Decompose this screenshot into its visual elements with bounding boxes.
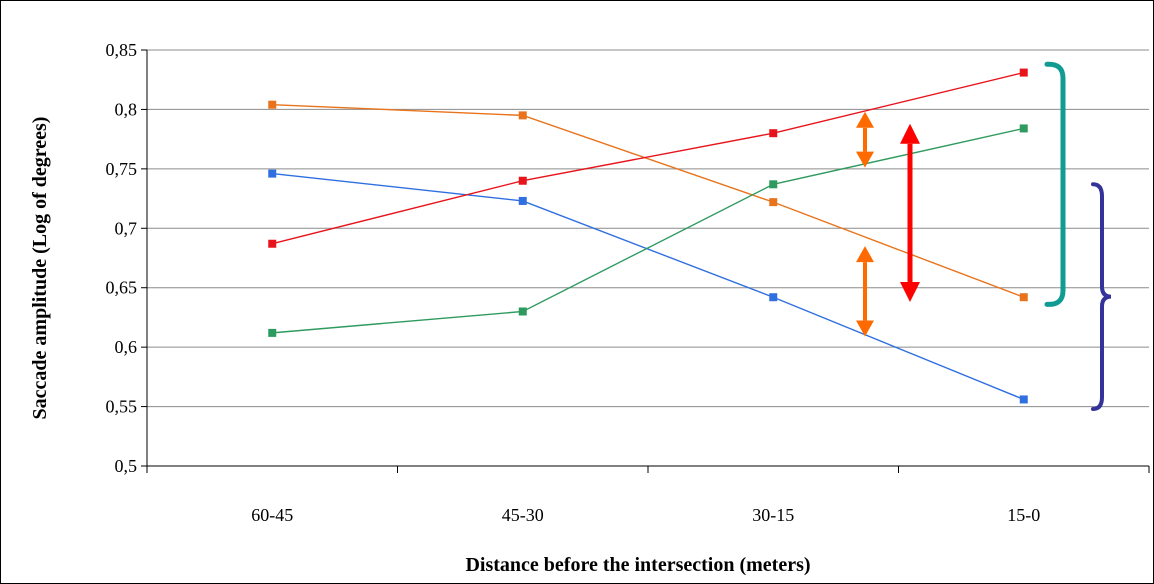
data-point: [519, 307, 527, 315]
y-tick-label: 0,6: [115, 337, 138, 357]
teal-bracket: [1047, 64, 1063, 304]
data-point: [268, 240, 276, 248]
x-tick-label: 15-0: [1007, 505, 1040, 525]
y-tick-label: 0,85: [106, 40, 138, 60]
y-tick-labels: 0,5 0,55 0,6 0,65 0,7 0,75 0,8 0,85: [106, 40, 138, 476]
arrow-head: [856, 112, 874, 128]
data-point: [519, 197, 527, 205]
y-axis-title: Saccade amplitude (Log of degrees): [29, 117, 51, 420]
data-point: [769, 129, 777, 137]
data-point: [1020, 69, 1028, 77]
purple-brace: [1093, 184, 1111, 409]
x-tick-label: 60-45: [251, 505, 293, 525]
brace-path: [1093, 184, 1111, 409]
arrow-head: [856, 246, 874, 262]
data-point: [268, 101, 276, 109]
gridlines: [147, 50, 1149, 407]
data-point: [769, 198, 777, 206]
red-double-arrow: [900, 124, 920, 302]
data-point: [519, 177, 527, 185]
arrow-head: [900, 282, 920, 302]
x-tick-label: 45-30: [502, 505, 544, 525]
y-tick-label: 0,65: [106, 278, 138, 298]
y-tick-label: 0,55: [106, 397, 138, 417]
x-axis-title: Distance before the intersection (meters…: [465, 554, 810, 576]
orange-double-arrow-lower: [856, 246, 874, 336]
y-tick-label: 0,5: [115, 456, 138, 476]
series-0: [268, 101, 1028, 302]
data-point: [1020, 293, 1028, 301]
axes: [141, 50, 1149, 473]
y-tick-label: 0,7: [115, 218, 138, 238]
data-point: [769, 293, 777, 301]
x-tick-label: 30-15: [752, 505, 794, 525]
data-point: [519, 111, 527, 119]
data-point: [268, 329, 276, 337]
series-lines: [268, 69, 1028, 404]
y-tick-label: 0,8: [115, 99, 138, 119]
data-point: [769, 180, 777, 188]
arrow-head: [900, 124, 920, 144]
data-point: [1020, 395, 1028, 403]
annotations: [856, 64, 1111, 409]
arrow-head: [856, 320, 874, 336]
bracket-path: [1047, 64, 1063, 304]
y-tick-label: 0,75: [106, 159, 138, 179]
data-point: [268, 170, 276, 178]
x-tick-labels: 60-45 45-30 30-15 15-0: [251, 505, 1040, 525]
orange-double-arrow-upper: [856, 112, 874, 168]
data-point: [1020, 124, 1028, 132]
